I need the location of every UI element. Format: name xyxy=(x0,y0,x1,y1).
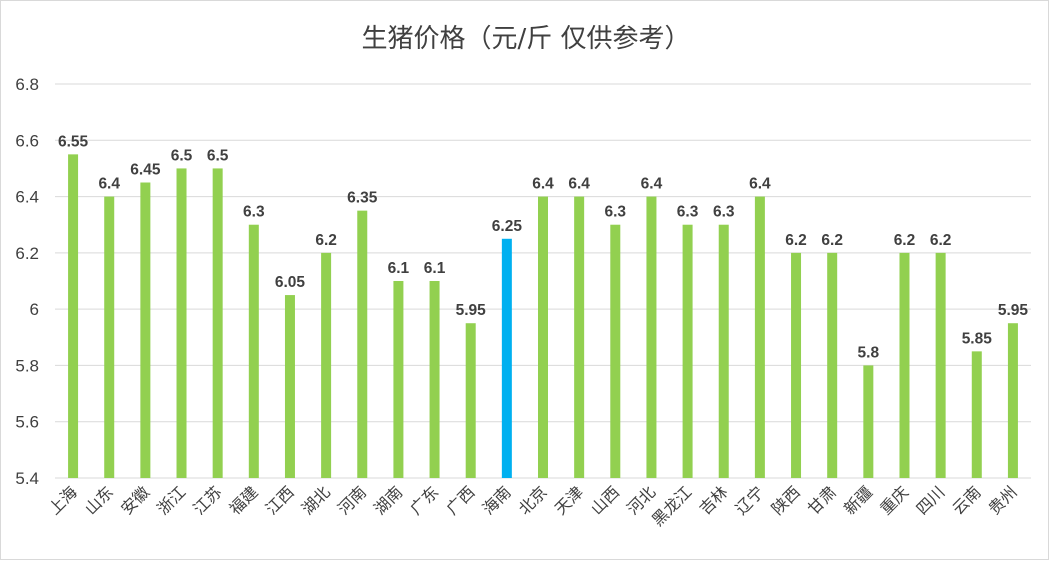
x-tick-label: 上海 xyxy=(45,482,81,518)
x-tick-label: 江苏 xyxy=(189,482,225,518)
x-tick-label: 安徽 xyxy=(117,482,153,518)
x-tick-label: 湖南 xyxy=(370,482,406,518)
bar xyxy=(682,224,693,478)
data-label: 6.35 xyxy=(347,190,378,207)
bar xyxy=(68,154,79,478)
y-tick-label: 6.6 xyxy=(15,131,39,150)
data-label: 6.4 xyxy=(749,176,771,193)
bar xyxy=(501,238,512,478)
data-label: 6.2 xyxy=(894,232,916,249)
data-label: 6.1 xyxy=(424,260,446,277)
data-label: 6.25 xyxy=(492,218,523,235)
x-tick-label: 山东 xyxy=(81,482,117,518)
data-label: 6.1 xyxy=(388,260,410,277)
x-tick-label: 黑龙江 xyxy=(648,482,695,529)
y-tick-label: 5.8 xyxy=(15,356,39,375)
data-label: 6.4 xyxy=(641,176,663,193)
data-label: 6.2 xyxy=(821,232,843,249)
data-label: 6.05 xyxy=(275,274,306,291)
y-tick-label: 6.8 xyxy=(15,75,39,94)
bar xyxy=(754,196,765,479)
x-tick-label: 广东 xyxy=(406,482,442,518)
x-tick-label: 北京 xyxy=(515,482,551,518)
y-tick-label: 6.2 xyxy=(15,244,39,263)
data-label: 6.2 xyxy=(785,232,807,249)
bar xyxy=(212,168,223,478)
chart-title: 生猪价格（元/斤 仅供参考） xyxy=(361,24,690,54)
x-tick-label: 广西 xyxy=(442,482,478,518)
x-tick-label: 河南 xyxy=(334,482,370,518)
bar xyxy=(104,196,115,479)
y-tick-label: 5.6 xyxy=(15,413,39,432)
data-label: 6.5 xyxy=(207,147,229,164)
x-tick-label: 浙江 xyxy=(153,482,189,518)
data-label: 6.4 xyxy=(568,176,590,193)
x-tick-label: 湖北 xyxy=(298,482,334,518)
bar xyxy=(248,224,259,478)
data-label: 6.5 xyxy=(171,147,193,164)
y-tick-label: 5.4 xyxy=(15,469,39,488)
x-tick-label: 贵州 xyxy=(985,482,1021,518)
data-label: 6.45 xyxy=(130,162,161,179)
data-label: 6.3 xyxy=(605,204,627,221)
bar xyxy=(393,281,404,478)
x-tick-label: 吉林 xyxy=(695,482,731,518)
bar xyxy=(176,168,187,478)
bar xyxy=(357,210,368,478)
bar xyxy=(718,224,729,478)
bar xyxy=(140,182,151,478)
data-label: 6.2 xyxy=(930,232,952,249)
data-label: 6.4 xyxy=(98,176,120,193)
x-tick-label: 重庆 xyxy=(876,482,912,518)
data-label: 6.3 xyxy=(677,204,699,221)
data-label: 5.85 xyxy=(962,330,993,347)
data-label: 6.2 xyxy=(315,232,337,249)
bar xyxy=(646,196,657,479)
data-label: 6.55 xyxy=(58,133,89,150)
x-tick-label: 新疆 xyxy=(840,482,876,518)
bar xyxy=(1007,323,1018,478)
bar xyxy=(971,351,982,478)
data-label: 5.95 xyxy=(998,302,1029,319)
x-axis-ticks: 上海 山东 安徽 浙江 江苏 福建 江西 湖北 河南 湖南 广东 广西 海南 北京 天津 山西 河北黑龙江 吉林辽… xyxy=(45,482,1021,529)
data-label: 6.3 xyxy=(243,204,265,221)
y-tick-label: 6 xyxy=(30,300,39,319)
bar xyxy=(899,252,910,478)
data-label: 6.3 xyxy=(713,204,735,221)
bar xyxy=(827,252,838,478)
x-tick-label: 福建 xyxy=(226,482,262,518)
bar xyxy=(791,252,802,478)
bars xyxy=(68,154,1018,479)
data-label: 6.4 xyxy=(532,176,554,193)
y-tick-label: 6.4 xyxy=(15,188,39,207)
bar xyxy=(574,196,585,479)
x-tick-label: 山西 xyxy=(587,482,623,518)
y-axis-ticks: 5.4 5.6 5.8 6 6.2 6.4 6.6 6.8 xyxy=(15,75,39,488)
bar xyxy=(610,224,621,478)
x-tick-label: 海南 xyxy=(479,482,515,518)
x-tick-label: 四川 xyxy=(912,482,948,518)
x-tick-label: 江西 xyxy=(262,482,298,518)
bar xyxy=(465,323,476,478)
bar xyxy=(863,365,874,478)
bar xyxy=(935,252,946,478)
bar xyxy=(284,295,295,478)
bar xyxy=(538,196,548,479)
x-tick-label: 甘肃 xyxy=(804,482,840,518)
x-tick-label: 天津 xyxy=(551,482,587,518)
data-label: 5.8 xyxy=(858,344,880,361)
bar xyxy=(321,252,332,478)
x-tick-label: 辽宁 xyxy=(732,482,768,518)
bar xyxy=(429,281,440,478)
x-tick-label: 陕西 xyxy=(768,482,804,518)
x-tick-label: 云南 xyxy=(949,482,985,518)
data-labels: 6.55 6.4 6.45 6.5 6.5 6.3 6.05 6.2 6.35 6.1 6.1 5.9… xyxy=(58,133,1028,361)
data-label: 5.95 xyxy=(456,302,487,319)
